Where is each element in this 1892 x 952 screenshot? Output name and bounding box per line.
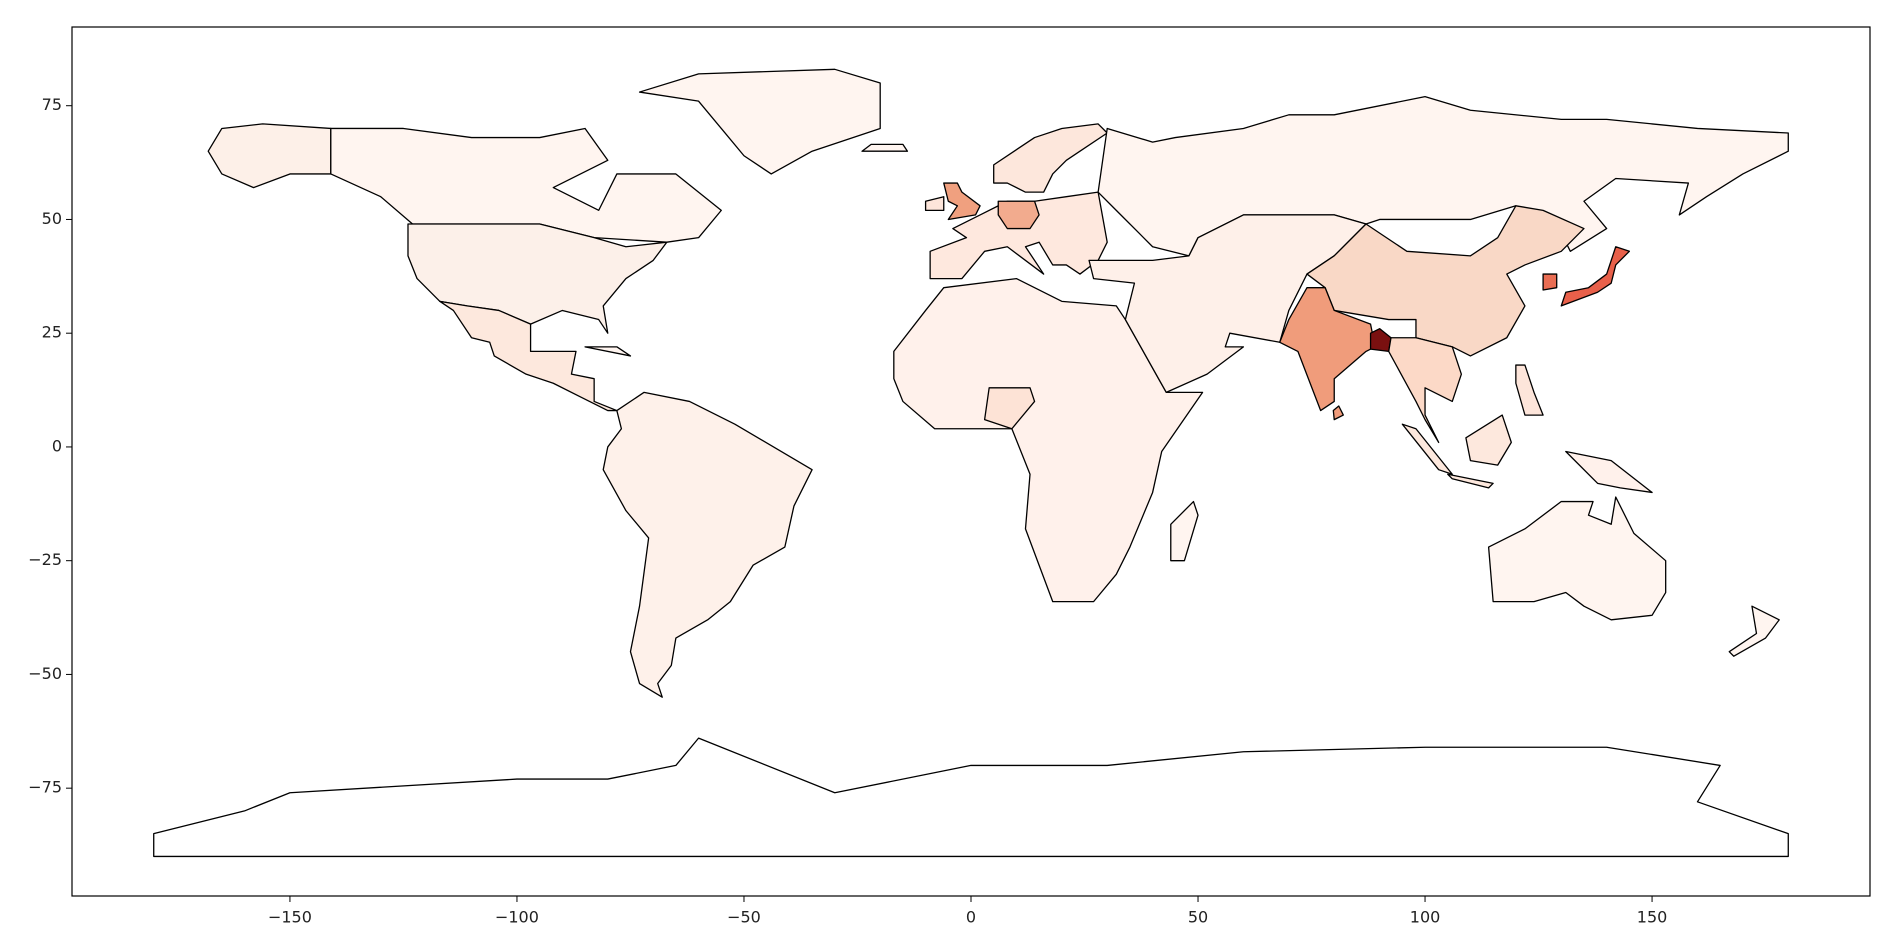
x-tick-label: 50 <box>1188 908 1208 927</box>
country <box>1402 424 1452 474</box>
country <box>994 124 1108 192</box>
y-tick-label: 75 <box>42 95 62 114</box>
country <box>1516 365 1543 415</box>
country <box>1171 502 1198 561</box>
x-tick-label: 100 <box>1410 908 1441 927</box>
y-tick-label: 25 <box>42 323 62 342</box>
country <box>1561 247 1629 306</box>
country <box>408 224 667 333</box>
countries <box>154 69 1789 856</box>
country <box>585 347 630 356</box>
country <box>998 201 1039 228</box>
country <box>926 197 944 211</box>
y-tick-label: −50 <box>28 664 62 683</box>
x-tick-label: 0 <box>966 908 976 927</box>
country <box>1543 274 1557 290</box>
country <box>154 738 1789 856</box>
country <box>1098 97 1788 256</box>
country <box>1729 606 1779 656</box>
y-tick-label: 50 <box>42 209 62 228</box>
country <box>894 279 1203 602</box>
country <box>944 183 980 219</box>
country <box>1333 406 1343 420</box>
y-tick-label: 0 <box>52 436 62 455</box>
x-tick-label: −150 <box>268 908 312 927</box>
country <box>1489 497 1666 620</box>
country <box>1448 474 1493 488</box>
country <box>1389 338 1462 443</box>
country <box>440 301 617 410</box>
y-tick-label: −75 <box>28 778 62 797</box>
x-tick-label: −50 <box>727 908 761 927</box>
country <box>1466 415 1511 465</box>
country <box>1371 329 1391 352</box>
country <box>985 388 1035 429</box>
country <box>640 69 881 174</box>
country <box>1566 451 1652 492</box>
country <box>862 144 907 151</box>
map-area <box>154 69 1789 856</box>
y-tick-label: −25 <box>28 550 62 569</box>
x-tick-label: 150 <box>1637 908 1668 927</box>
x-tick-label: −100 <box>495 908 539 927</box>
country <box>603 392 812 697</box>
country <box>1307 206 1584 356</box>
country <box>208 124 331 188</box>
